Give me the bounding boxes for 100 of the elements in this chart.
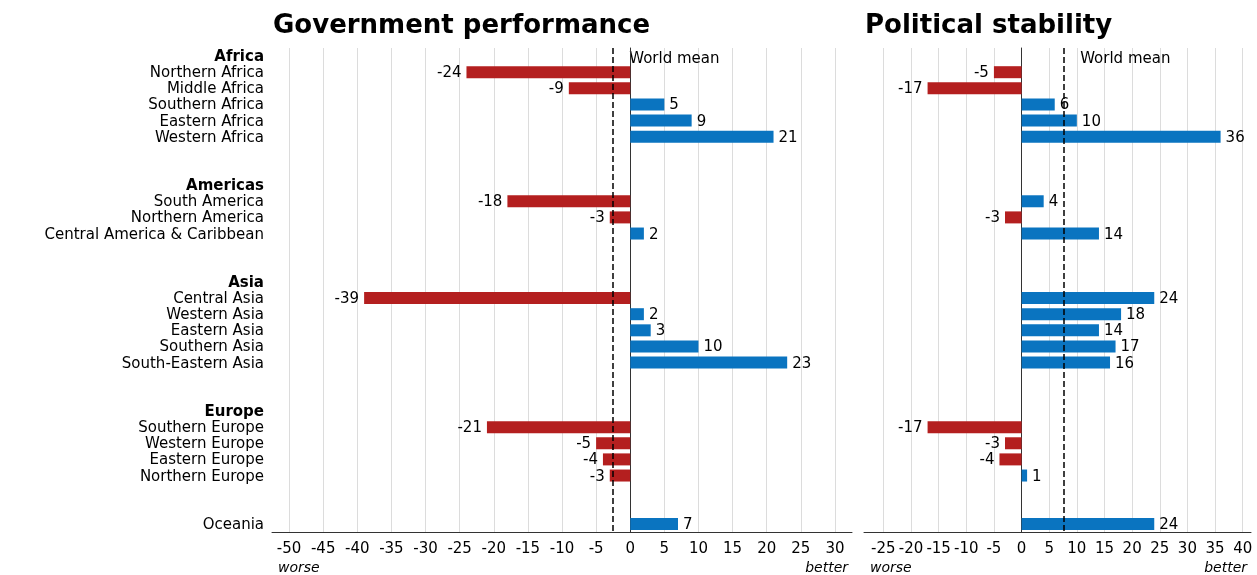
data-label: -4 [979,450,995,469]
x-tick-label: 5 [1044,538,1054,557]
data-label: -39 [334,289,360,308]
data-label: -21 [457,418,482,437]
text: better [1204,559,1249,575]
y-tick-label: Americas [186,176,265,195]
y-tick-label: Western Africa [154,127,264,146]
bar [1021,195,1044,208]
y-tick-label: Northern America [130,208,264,227]
data-label: -17 [898,79,923,98]
data-label: 36 [1225,127,1245,146]
bar [486,421,631,434]
bar [999,453,1022,466]
bar [568,82,631,95]
data-label: -3 [589,466,605,485]
bar [1021,227,1099,240]
data-label: 23 [792,353,812,372]
y-tick-label: Southern Africa [148,95,264,114]
x-tick-label: 15 [723,538,743,557]
bar [630,356,788,369]
bar [1021,340,1116,353]
y-tick-label: South-Eastern Asia [121,353,264,372]
x-tick-label: -30 [413,538,438,557]
bar [630,114,692,127]
y-tick-label: Eastern Africa [159,111,264,130]
x-tick-label: 0 [1016,538,1027,557]
data-label: -5 [973,63,989,82]
x-tick-label: 25 [1150,538,1170,557]
x-tick-label: 10 [1067,538,1087,557]
x-tick-label: 25 [791,538,811,557]
data-label: 24 [1159,289,1179,308]
x-tick-label: -40 [345,538,370,557]
data-label: 9 [696,111,707,130]
bar [466,66,631,79]
bar [609,469,631,482]
x-tick-label: -25 [871,538,896,557]
x-tick-label: 15 [1094,538,1115,557]
bar [993,66,1022,79]
y-tick-label: South America [153,192,264,211]
data-label: 16 [1115,353,1135,372]
x-tick-label: -10 [954,538,979,557]
y-tick-label: Oceania [202,514,264,533]
bar [630,308,644,321]
bar [1021,469,1028,482]
data-label: -3 [985,208,1000,227]
x-tick-label: -5 [986,538,1002,557]
x-tick-label: -35 [379,538,404,557]
data-label: 17 [1120,337,1140,356]
bar [927,421,1022,434]
data-label: -17 [898,418,923,437]
y-tick-label: Africa [214,47,264,66]
y-tick-label: Europe [204,402,264,420]
y-tick-label: Asia [228,272,264,291]
text: better [805,559,850,575]
bar [1021,292,1155,305]
x-tick-label: 40 [1233,538,1253,557]
y-tick-label: Western Asia [166,305,264,324]
chart-title: Government performance [273,9,651,39]
data-label: 1 [1032,466,1042,485]
text: worse [278,559,320,575]
bar [507,195,631,208]
y-tick-label: Central Asia [173,289,264,308]
data-label: -3 [589,208,605,227]
x-tick-label: 30 [825,538,845,557]
data-label: 10 [703,337,723,356]
x-tick-label: -15 [515,538,541,557]
data-label: 2 [648,224,659,243]
data-label: 18 [1126,305,1146,324]
data-label: -24 [436,63,462,82]
y-tick-label: Middle Africa [166,79,264,98]
bar [630,517,678,530]
x-tick-label: -10 [549,538,575,557]
bar [1021,356,1111,369]
y-tick-label: Western Europe [144,434,264,453]
x-tick-label: 0 [625,538,636,557]
y-tick-label: Eastern Europe [149,450,264,469]
y-tick-label: Southern Asia [159,337,264,356]
data-label: 6 [1059,95,1070,114]
bar [1021,130,1221,143]
data-label: -9 [548,79,564,98]
bar [364,292,631,305]
data-label: -5 [576,434,592,453]
x-tick-label: -25 [447,538,472,557]
x-tick-label: 35 [1205,538,1225,557]
bar [630,98,665,111]
data-label: 14 [1103,321,1124,340]
bar [927,82,1022,95]
data-label: 14 [1103,224,1124,243]
data-label: 7 [683,514,693,533]
bar [1004,211,1022,224]
chart-title: Political stability [865,9,1113,39]
x-tick-label: 20 [757,538,777,557]
x-tick-label: -20 [481,538,507,557]
data-label: 10 [1081,111,1101,130]
bar [1021,324,1099,337]
y-tick-label: Central America & Caribbean [44,224,264,243]
x-tick-label: -20 [898,538,924,557]
data-label: 3 [655,321,666,340]
data-label: 4 [1048,192,1059,211]
text: worse [870,559,912,575]
